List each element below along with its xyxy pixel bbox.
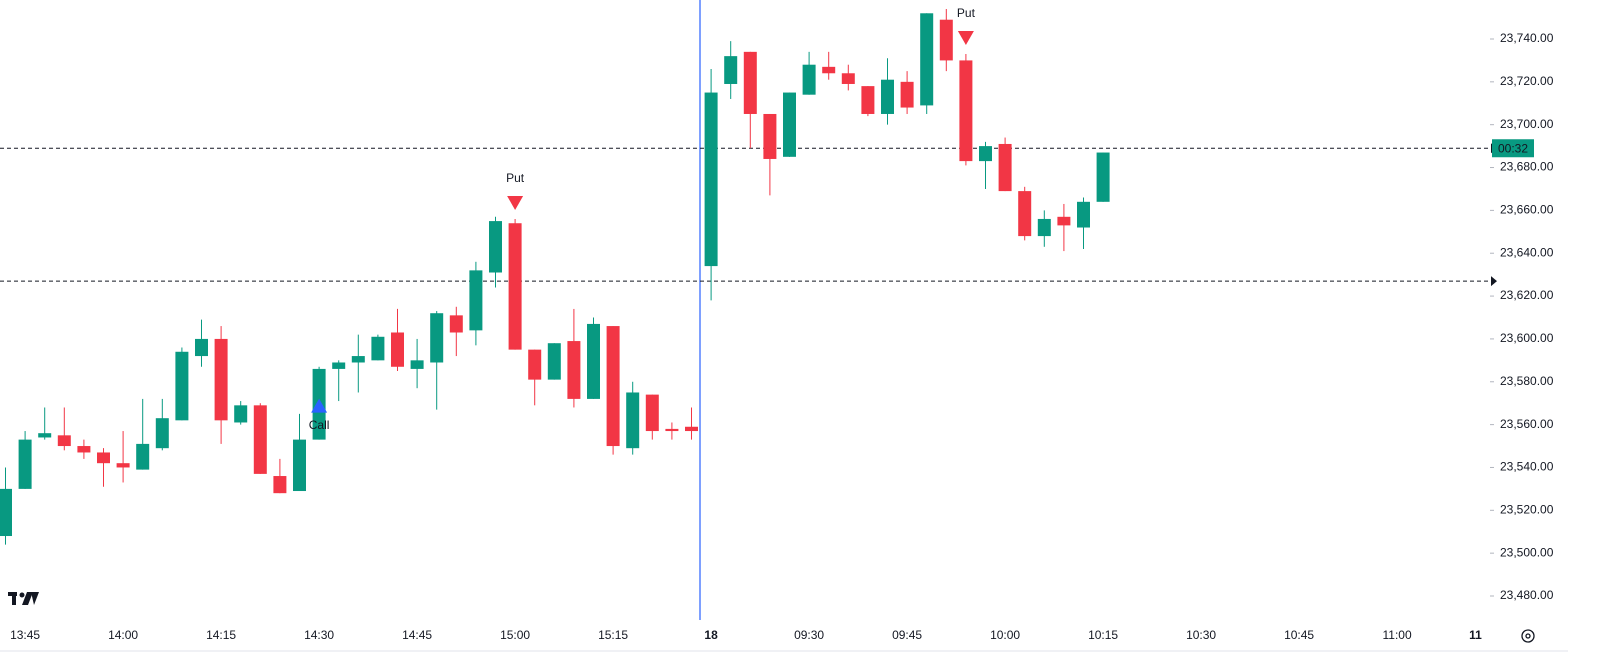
x-tick-label: 14:00 bbox=[108, 628, 138, 642]
candle-body bbox=[665, 428, 679, 432]
candle-body bbox=[195, 338, 208, 357]
x-tick-label: 11 bbox=[1469, 628, 1482, 642]
candle-body bbox=[175, 351, 189, 421]
candle-body bbox=[920, 13, 934, 106]
candle-body bbox=[449, 315, 463, 333]
candle-body bbox=[410, 360, 424, 369]
countdown-tag bbox=[1492, 139, 1534, 158]
candle-body bbox=[1077, 201, 1090, 228]
candle-body bbox=[547, 343, 561, 380]
x-tick-label: 11:00 bbox=[1383, 628, 1412, 642]
x-tick-label: 15:15 bbox=[598, 628, 628, 642]
candle-body bbox=[998, 143, 1012, 192]
x-tick-label: 09:45 bbox=[892, 628, 922, 642]
x-tick-label: 10:00 bbox=[990, 628, 1020, 642]
x-tick-label: 18 bbox=[704, 628, 718, 642]
y-tick-label: 23,700.00 bbox=[1500, 117, 1554, 131]
y-tick-label: 23,480.00 bbox=[1500, 588, 1554, 602]
candle-body bbox=[841, 73, 855, 84]
candle-body bbox=[489, 221, 502, 273]
candle-body bbox=[939, 19, 953, 61]
countdown: 00:32 bbox=[1498, 141, 1528, 155]
y-tick-label: 23,740.00 bbox=[1500, 31, 1554, 45]
settings-icon[interactable] bbox=[1521, 629, 1535, 643]
candle-body bbox=[351, 356, 365, 363]
candle-body bbox=[116, 463, 130, 468]
candle-body bbox=[469, 270, 483, 331]
signal-marker bbox=[957, 30, 974, 45]
x-tick-label: 14:45 bbox=[402, 628, 432, 642]
candle-body bbox=[626, 392, 640, 449]
x-tick-label: 10:30 bbox=[1186, 628, 1216, 642]
candle-body bbox=[900, 81, 914, 108]
y-tick-label: 23,600.00 bbox=[1500, 331, 1554, 345]
candle-body bbox=[1096, 152, 1110, 202]
signal-label: Put bbox=[957, 6, 976, 20]
x-tick-label: 09:30 bbox=[794, 628, 824, 642]
candle-body bbox=[234, 405, 248, 423]
candle-body bbox=[763, 113, 777, 159]
candle-body bbox=[704, 92, 718, 267]
y-tick-label: 23,660.00 bbox=[1500, 203, 1554, 217]
candle-body bbox=[743, 51, 757, 114]
y-tick-label: 23,620.00 bbox=[1500, 288, 1554, 302]
candle-body bbox=[567, 341, 581, 399]
candle-body bbox=[881, 79, 894, 114]
y-tick-label: 23,580.00 bbox=[1500, 374, 1554, 388]
x-tick-label: 10:15 bbox=[1088, 628, 1118, 642]
x-tick-label: 10:45 bbox=[1284, 628, 1314, 642]
candle-body bbox=[430, 313, 444, 363]
x-tick-label: 15:00 bbox=[500, 628, 530, 642]
candle-body bbox=[802, 64, 816, 95]
candle-body bbox=[606, 326, 620, 447]
signal-marker bbox=[507, 195, 524, 210]
candle-body bbox=[861, 86, 875, 114]
candle-body bbox=[724, 56, 738, 84]
candle-body bbox=[508, 223, 522, 350]
y-tick-label: 23,640.00 bbox=[1500, 245, 1554, 259]
signal-label: Put bbox=[506, 171, 525, 185]
candle-body bbox=[783, 92, 796, 157]
candle-body bbox=[0, 488, 12, 537]
signal-marker bbox=[311, 398, 328, 413]
candle-body bbox=[77, 446, 91, 453]
signal-label: Call bbox=[309, 418, 330, 432]
x-tick-label: 14:15 bbox=[206, 628, 236, 642]
candle-body bbox=[1057, 216, 1071, 226]
y-tick-label: 23,520.00 bbox=[1500, 502, 1554, 516]
x-tick-label: 13:45 bbox=[10, 628, 40, 642]
y-tick-label: 23,720.00 bbox=[1500, 74, 1554, 88]
candle-body bbox=[1037, 218, 1051, 237]
logo bbox=[8, 592, 39, 605]
candle-body bbox=[273, 476, 287, 494]
candle-body bbox=[18, 439, 32, 489]
candle-body bbox=[293, 439, 306, 492]
candle-body bbox=[136, 443, 150, 470]
candle-body bbox=[1018, 191, 1032, 237]
candle-body bbox=[57, 435, 71, 447]
candle-body bbox=[38, 433, 52, 438]
price-line-arrow bbox=[1491, 276, 1497, 287]
candle-body bbox=[528, 349, 542, 380]
x-tick-label: 14:30 bbox=[304, 628, 334, 642]
candle-body bbox=[97, 452, 110, 464]
y-tick-label: 23,560.00 bbox=[1500, 417, 1554, 431]
candle-body bbox=[391, 332, 404, 367]
candle-body bbox=[214, 338, 228, 421]
candle-body bbox=[253, 405, 267, 474]
candle-body bbox=[959, 60, 973, 162]
candle-body bbox=[332, 362, 346, 369]
candle-body bbox=[685, 426, 698, 432]
y-tick-label: 23,680.00 bbox=[1500, 160, 1554, 174]
y-tick-label: 23,500.00 bbox=[1500, 545, 1554, 559]
candle-body bbox=[587, 323, 600, 399]
candle-body bbox=[155, 418, 169, 449]
candle-body bbox=[979, 146, 992, 162]
candle-body bbox=[822, 66, 836, 74]
candle-body bbox=[645, 394, 659, 432]
candle-body bbox=[371, 336, 385, 361]
y-tick-label: 23,540.00 bbox=[1500, 460, 1554, 474]
